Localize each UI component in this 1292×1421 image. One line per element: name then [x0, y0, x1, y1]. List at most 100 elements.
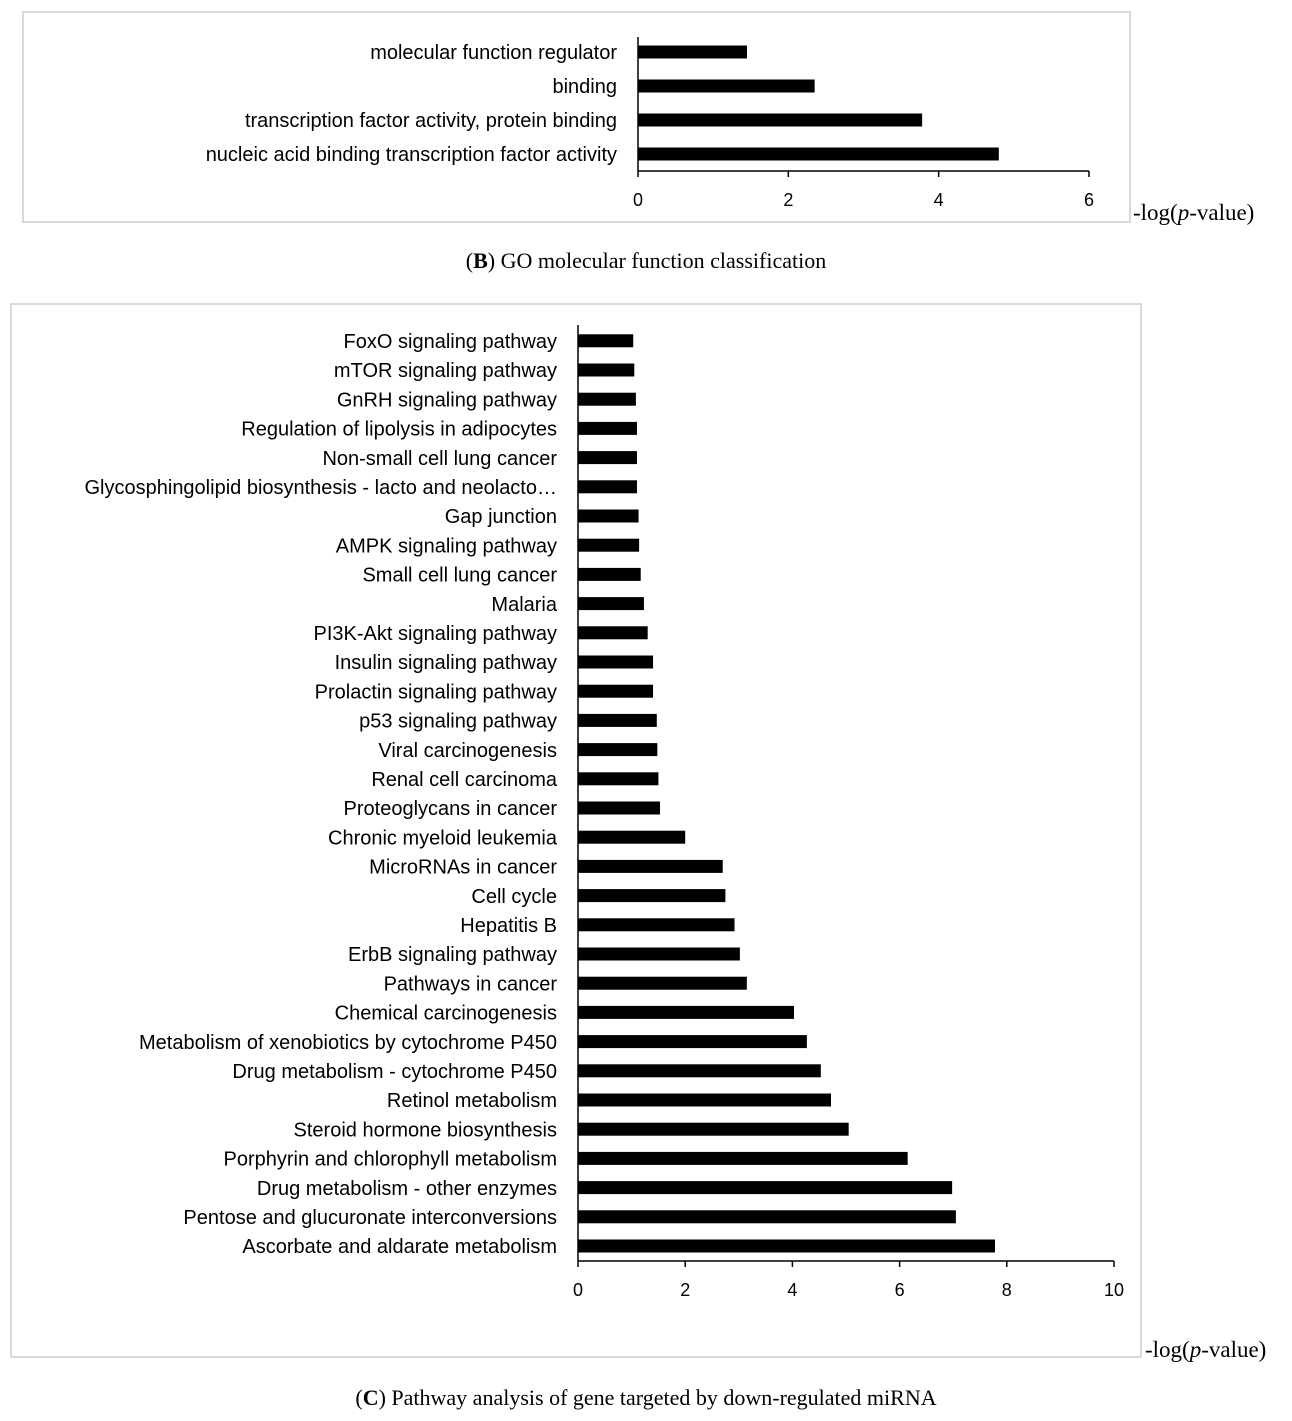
- chart-b-x-tick-label: 0: [633, 190, 643, 210]
- chart-b-x-tick-label: 6: [1084, 190, 1094, 210]
- chart-c-x-tick-label: 8: [1002, 1280, 1012, 1300]
- chart-c-category-label: Drug metabolism - other enzymes: [257, 1178, 557, 1200]
- chart-c-category-label: GnRH signaling pathway: [337, 389, 557, 411]
- chart-b-caption-open: (: [465, 248, 474, 273]
- chart-c-category-label: Metabolism of xenobiotics by cytochrome …: [139, 1032, 557, 1054]
- chart-c-bar: [578, 1210, 956, 1224]
- chart-b-caption-text: GO molecular function classification: [495, 248, 827, 273]
- chart-c-bar: [578, 801, 661, 815]
- chart-c-bar: [578, 1035, 807, 1049]
- chart-c-bar: [578, 480, 637, 494]
- chart-b-x-axis-title: -log(p-value): [1133, 200, 1254, 226]
- chart-c-bar: [578, 392, 636, 406]
- chart-c-category-label: Pathways in cancer: [384, 973, 558, 995]
- chart-c-caption-text: Pathway analysis of gene targeted by dow…: [385, 1385, 937, 1410]
- chart-c-category-label: Viral carcinogenesis: [378, 740, 557, 762]
- chart-b-bar: [638, 79, 815, 93]
- chart-c-category-label: Drug metabolism - cytochrome P450: [232, 1061, 557, 1083]
- chart-b-category-label: molecular function regulator: [370, 42, 617, 64]
- chart-c-bar: [578, 772, 659, 786]
- chart-c-caption-close: ): [378, 1385, 386, 1410]
- chart-c-category-label: Porphyrin and chlorophyll metabolism: [224, 1149, 558, 1171]
- chart-c-xlabel-italic: p: [1189, 1337, 1202, 1362]
- chart-c-bar: [578, 1093, 831, 1107]
- chart-c-x-axis-title: -log(p-value): [1145, 1337, 1266, 1363]
- chart-c-bar: [578, 743, 658, 757]
- chart-c-category-label: MicroRNAs in cancer: [369, 857, 557, 879]
- chart-c-category-label: PI3K-Akt signaling pathway: [314, 623, 557, 645]
- chart-b-bar: [638, 45, 747, 59]
- chart-b-category-label: transcription factor activity, protein b…: [245, 110, 617, 132]
- chart-c-bar: [578, 363, 635, 377]
- chart-b-category-label: nucleic acid binding transcription facto…: [206, 144, 617, 166]
- chart-c-bar: [578, 1064, 821, 1078]
- chart-c-category-label: Malaria: [491, 594, 557, 616]
- chart-c-x-tick-label: 0: [573, 1280, 583, 1300]
- chart-c-category-label: Pentose and glucuronate interconversions: [183, 1207, 557, 1229]
- chart-c-category-label: Proteoglycans in cancer: [344, 798, 558, 820]
- chart-c-category-label: Chronic myeloid leukemia: [328, 827, 558, 849]
- chart-c-bar: [578, 597, 644, 611]
- chart-b-bar: [638, 147, 999, 161]
- chart-c-category-label: Insulin signaling pathway: [335, 652, 557, 674]
- chart-c-bar: [578, 421, 637, 435]
- chart-c-bar: [578, 626, 648, 640]
- chart-c-bar: [578, 1181, 953, 1195]
- chart-c-xlabel-prefix: -log(: [1145, 1337, 1190, 1362]
- chart-c-caption-letter: C: [362, 1385, 379, 1410]
- chart-c-category-label: Glycosphingolipid biosynthesis - lacto a…: [85, 477, 558, 499]
- chart-c-category-label: AMPK signaling pathway: [336, 535, 557, 557]
- panel-c-frame: [10, 303, 1142, 1358]
- chart-c-x-tick-label: 10: [1104, 1280, 1124, 1300]
- chart-c-bar: [578, 1239, 996, 1253]
- chart-c-category-label: FoxO signaling pathway: [344, 331, 557, 353]
- chart-b-x-tick-label: 4: [934, 190, 944, 210]
- chart-c-bar: [578, 889, 726, 903]
- chart-c-category-label: Regulation of lipolysis in adipocytes: [241, 419, 557, 441]
- chart-c-category-label: Small cell lung cancer: [362, 565, 557, 587]
- chart-b-xlabel-prefix: -log(: [1133, 200, 1178, 225]
- chart-b-caption-close: ): [487, 248, 496, 273]
- chart-c-bar: [578, 976, 747, 990]
- chart-b-xlabel-suffix: -value): [1189, 200, 1255, 225]
- chart-c-bar: [578, 509, 639, 523]
- chart-c-bar: [578, 713, 657, 727]
- chart-c-bar: [578, 334, 634, 348]
- chart-b-xlabel-italic: p: [1177, 200, 1190, 225]
- chart-c-category-label: p53 signaling pathway: [359, 711, 557, 733]
- panel-b-frame: [22, 11, 1131, 223]
- chart-c-category-label: Chemical carcinogenesis: [335, 1003, 557, 1025]
- chart-c-bar: [578, 538, 640, 552]
- chart-c-x-tick-label: 4: [787, 1280, 797, 1300]
- chart-b-caption-letter: B: [473, 248, 488, 273]
- chart-c-bar: [578, 1122, 849, 1136]
- chart-c-xlabel-suffix: -value): [1201, 1337, 1267, 1362]
- chart-c-bar: [578, 1151, 908, 1165]
- chart-c-category-label: Retinol metabolism: [387, 1090, 557, 1112]
- chart-c-x-tick-label: 2: [680, 1280, 690, 1300]
- chart-c-x-tick-label: 6: [895, 1280, 905, 1300]
- chart-b-category-label: binding: [552, 76, 617, 98]
- chart-c-bar: [578, 684, 654, 698]
- chart-c-category-label: mTOR signaling pathway: [334, 360, 557, 382]
- chart-c-bar: [578, 947, 740, 961]
- chart-c-bar: [578, 451, 637, 465]
- chart-c-category-label: Non-small cell lung cancer: [322, 448, 557, 470]
- chart-c-caption: (C) Pathway analysis of gene targeted by…: [0, 1385, 1292, 1411]
- chart-c-category-label: Prolactin signaling pathway: [315, 681, 557, 703]
- chart-c-category-label: Steroid hormone biosynthesis: [294, 1119, 557, 1141]
- chart-c-category-label: Cell cycle: [471, 886, 557, 908]
- chart-c-bar: [578, 1005, 795, 1019]
- chart-c-bar: [578, 567, 641, 581]
- chart-c-caption-open: (: [355, 1385, 363, 1410]
- chart-c-bar: [578, 859, 723, 873]
- chart-b-caption: (B) GO molecular function classification: [0, 248, 1292, 274]
- chart-c-category-label: ErbB signaling pathway: [348, 944, 557, 966]
- chart-b-x-tick-label: 2: [783, 190, 793, 210]
- chart-c-bar: [578, 918, 735, 932]
- chart-c-category-label: Hepatitis B: [460, 915, 557, 937]
- chart-c-category-label: Gap junction: [445, 506, 557, 528]
- chart-c-bar: [578, 830, 686, 844]
